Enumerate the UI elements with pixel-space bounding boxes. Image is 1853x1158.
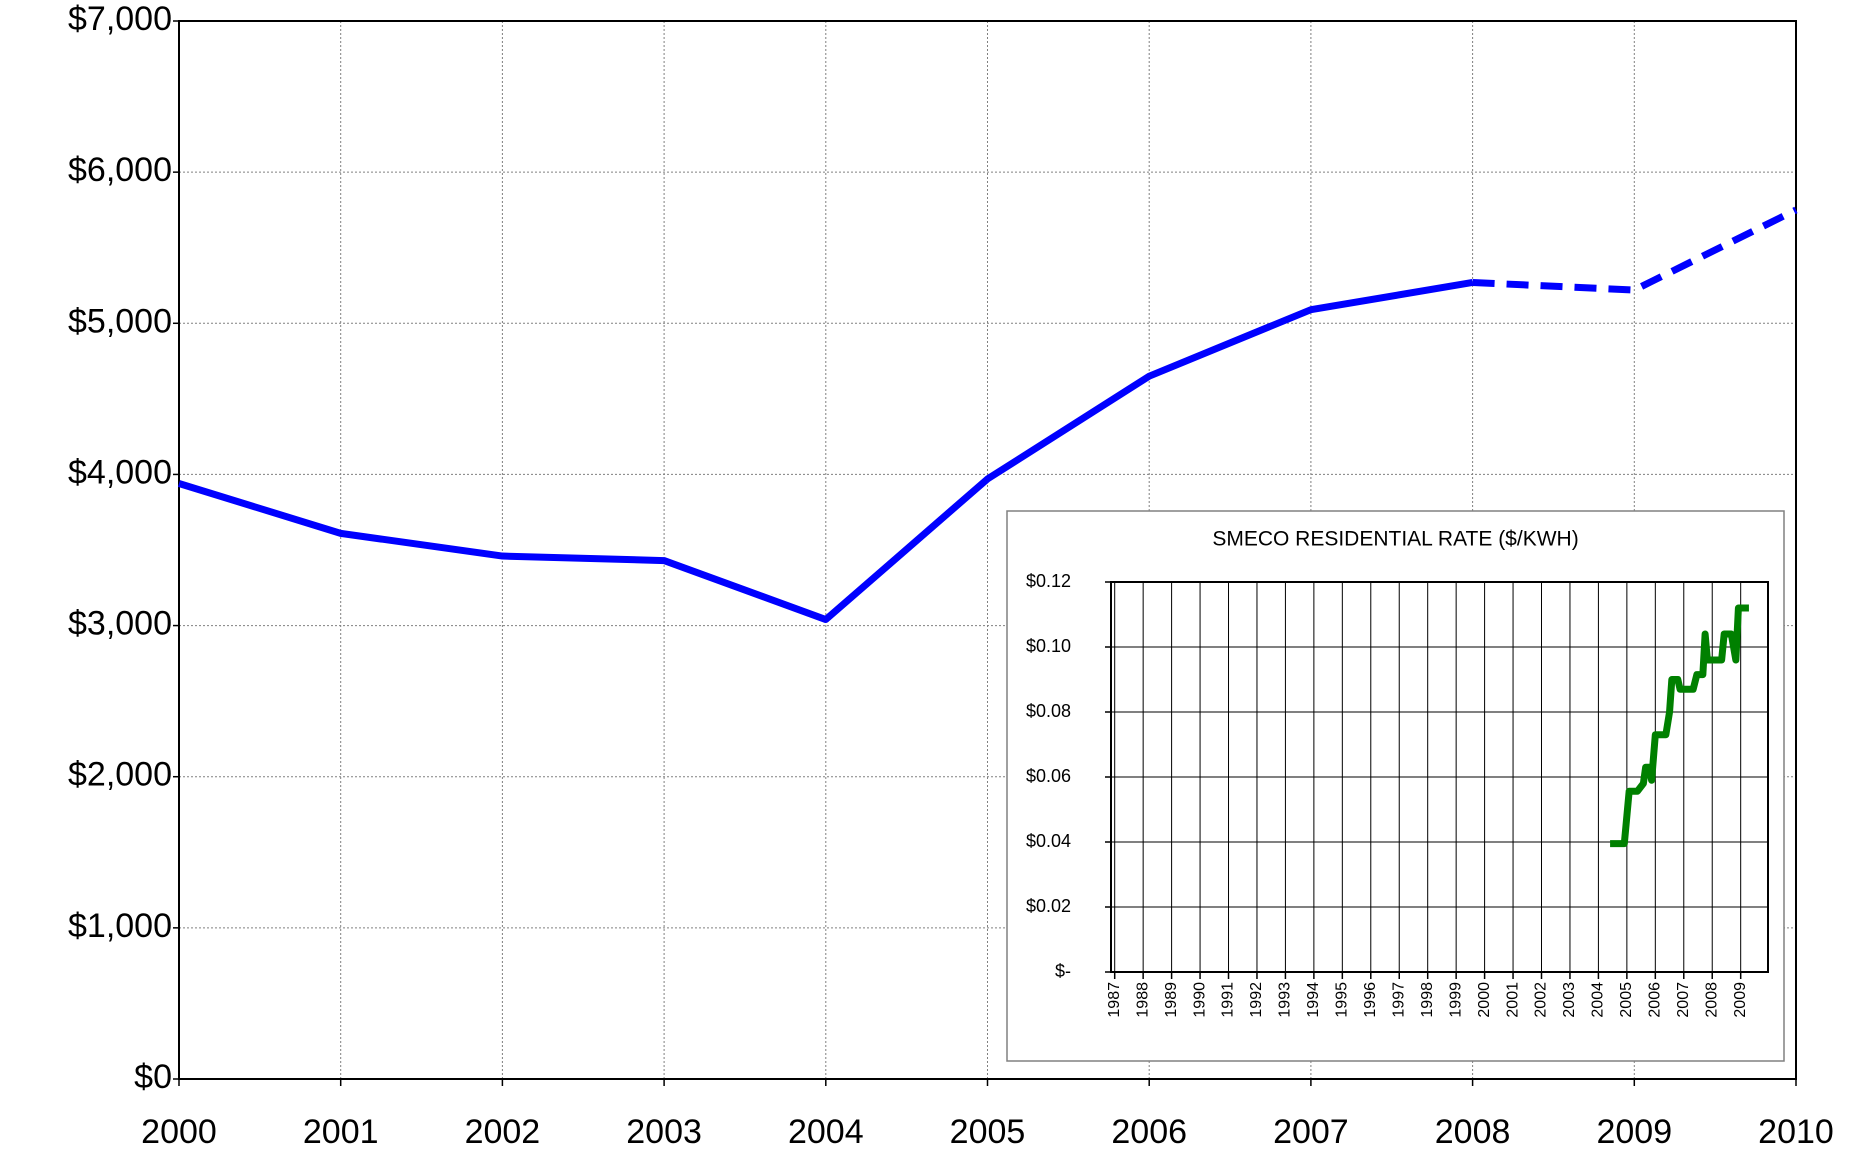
x-tick-label: 1998 [1419, 982, 1436, 1018]
x-tick-label: 1987 [1106, 982, 1123, 1018]
x-tick-label: 2006 [1111, 1113, 1187, 1151]
series-line [1472, 206, 1798, 294]
x-tick-label: 1989 [1163, 982, 1180, 1018]
y-tick-label: $0.04 [1026, 831, 1071, 851]
y-tick-label: $0.08 [1026, 701, 1071, 721]
x-tick-label: 1993 [1277, 982, 1294, 1018]
y-tick-label: $0.02 [1026, 896, 1071, 916]
x-tick-label: 2005 [1618, 982, 1635, 1018]
x-tick-label: 1994 [1305, 982, 1322, 1018]
x-tick-label: 2001 [303, 1113, 379, 1151]
x-tick-label: 2006 [1647, 982, 1664, 1018]
x-tick-label: 2007 [1273, 1113, 1349, 1151]
x-tick-label: 2004 [788, 1113, 864, 1151]
x-tick-label: 2003 [626, 1113, 702, 1151]
x-tick-label: 1992 [1248, 982, 1265, 1018]
x-tick-label: 2002 [1533, 982, 1550, 1018]
y-tick-label: $5,000 [68, 302, 172, 340]
x-tick-label: 2007 [1675, 982, 1692, 1018]
chart-title: SMECO RESIDENTIAL RATE ($/KWH) [1212, 528, 1578, 551]
x-tick-label: 2002 [465, 1113, 541, 1151]
x-tick-label: 2010 [1758, 1113, 1834, 1151]
inset-frame [1006, 510, 1785, 1062]
y-tick-label: $- [1055, 961, 1071, 981]
y-tick-label: $0.06 [1026, 766, 1071, 786]
x-tick-label: 1999 [1447, 982, 1464, 1018]
plot-frame [178, 20, 1797, 1080]
x-tick-label: 1996 [1362, 982, 1379, 1018]
x-tick-label: 2009 [1596, 1113, 1672, 1151]
series-line [1610, 604, 1749, 848]
y-tick-label: $2,000 [68, 756, 172, 794]
x-tick-label: 2000 [141, 1113, 217, 1151]
y-tick-label: $3,000 [68, 605, 172, 643]
y-tick-label: $0.10 [1026, 636, 1071, 656]
x-tick-label: 2003 [1561, 982, 1578, 1018]
series-line [177, 279, 1474, 624]
x-tick-label: 2008 [1703, 982, 1720, 1018]
x-tick-label: 1990 [1191, 982, 1208, 1018]
y-tick-label: $4,000 [68, 453, 172, 491]
y-tick-label: $1,000 [68, 907, 172, 945]
x-tick-label: 2004 [1590, 982, 1607, 1018]
x-tick-label: 2008 [1435, 1113, 1511, 1151]
x-tick-label: 1997 [1390, 982, 1407, 1018]
y-tick-label: $6,000 [68, 151, 172, 189]
y-tick-label: $0.12 [1026, 571, 1071, 591]
x-tick-label: 2009 [1732, 982, 1749, 1018]
x-tick-label: 1995 [1334, 982, 1351, 1018]
y-tick-label: $0 [134, 1058, 172, 1096]
plot-frame [1110, 581, 1769, 973]
x-tick-label: 1988 [1134, 982, 1151, 1018]
y-tick-label: $7,000 [68, 0, 172, 38]
x-tick-label: 2001 [1504, 982, 1521, 1018]
x-tick-label: 2005 [950, 1113, 1026, 1151]
x-tick-label: 1991 [1220, 982, 1237, 1018]
x-tick-label: 2000 [1476, 982, 1493, 1018]
